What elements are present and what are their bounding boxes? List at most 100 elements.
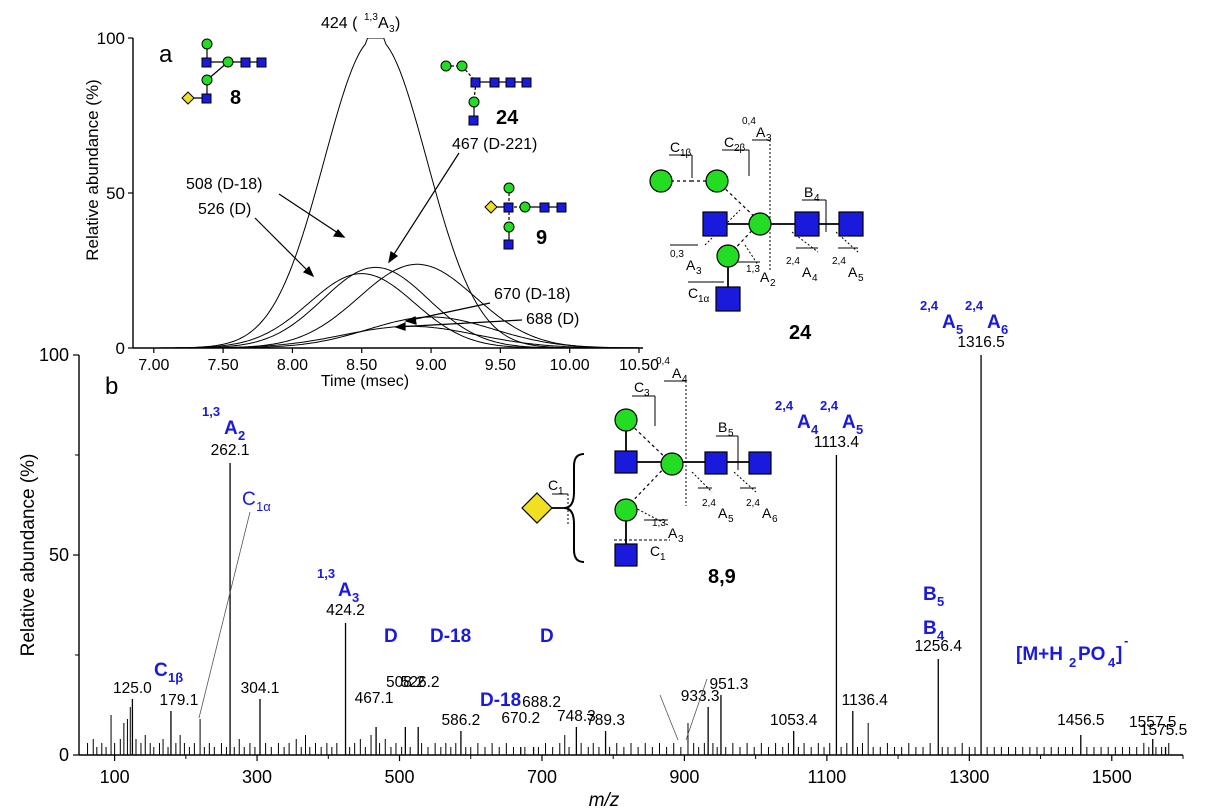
frag-a4-a5: 2,4 A 4 2,4 A 5 xyxy=(775,398,863,437)
glcnac-icon xyxy=(702,211,728,237)
frag-letter: A xyxy=(987,312,1001,333)
structure-label-9: 9 xyxy=(536,227,547,249)
glcnac-icon xyxy=(748,451,772,475)
arrow-670-head xyxy=(404,316,417,325)
x-tick-label-a: 8.00 xyxy=(277,357,308,374)
glcnac-icon xyxy=(521,77,532,88)
glcnac-icon xyxy=(539,202,550,213)
panel-b-letter: b xyxy=(105,373,118,400)
peak-label-262.1: 262.1 xyxy=(211,442,250,459)
frag-1-3-a3: 1,3 A 3 xyxy=(317,566,359,605)
peak-label-179.1: 179.1 xyxy=(160,692,199,709)
leader-d2 xyxy=(685,678,708,741)
x-axis-label-b: m/z xyxy=(589,790,620,811)
mannose-icon xyxy=(503,221,515,233)
frag-sub: 3 xyxy=(352,590,359,605)
frag-letter: C xyxy=(670,139,680,155)
frag-sub: 1 xyxy=(558,486,564,497)
arrow-688 xyxy=(395,319,523,328)
frag-letter: A xyxy=(760,269,770,285)
frag-sup: 2,4 xyxy=(786,256,800,267)
mannose-icon xyxy=(649,169,673,193)
frag-b5-b4: B 5 B 4 xyxy=(923,584,945,643)
peak-label-933.3: 933.3 xyxy=(681,688,720,705)
x-tick-label-a: 9.50 xyxy=(485,357,516,374)
frag-sub: 2β xyxy=(734,143,746,154)
peak-label-789.3: 789.3 xyxy=(586,712,625,729)
frag-sub: 2 xyxy=(238,428,245,443)
x-tick-label-a: 7.50 xyxy=(208,357,239,374)
glycan-structure-24-fragmentation: C 1β C 2β 0,4 A 3 B 4 0,3 A 3 1,3 A 2 2,… xyxy=(649,116,864,344)
arrow-467 xyxy=(388,152,460,263)
arrow-670 xyxy=(405,302,491,322)
ticks-b: 100 300 500 700 900 1100 1300 1500 0 50 100 xyxy=(39,345,1184,787)
frag-1-3-a2: 1,3 A 2 xyxy=(202,404,245,443)
label-508: 508 (D-18) xyxy=(186,176,262,193)
label-sup: 1,3 xyxy=(364,12,378,23)
panel-a-background xyxy=(133,34,643,350)
frag-sub: 5 xyxy=(858,273,864,284)
frag-text: PO xyxy=(1078,644,1105,665)
frag-sub: 3 xyxy=(644,388,650,399)
peak-label-467.1: 467.1 xyxy=(355,690,394,707)
fragment-labels-89: C 3 0,4 A 4 B 5 C 1 1,3 A 3 C 1 2,4 A 5 … xyxy=(548,356,778,563)
frag-sub: 4 xyxy=(1108,655,1116,670)
structure-label-24: 24 xyxy=(496,107,519,129)
mannose-icon xyxy=(716,244,740,268)
peak-label-951.3: 951.3 xyxy=(710,676,749,693)
brace-icon xyxy=(563,453,585,563)
frag-sub: 1β xyxy=(168,670,183,685)
frag-sup: 2,4 xyxy=(746,498,760,509)
panel-b-axes: 100 300 500 700 900 1100 1300 1500 0 50 100 xyxy=(39,345,1184,787)
frag-sub: 6 xyxy=(1001,322,1008,337)
frag-letter: A xyxy=(848,264,858,280)
y-tick-label-a: 0 xyxy=(116,339,125,358)
panel-a-letter: a xyxy=(159,41,173,68)
frag-letter: A xyxy=(672,365,682,381)
label-text: ) xyxy=(395,15,400,32)
frag-sup: 1,3 xyxy=(746,264,760,275)
frag-sub: 6 xyxy=(772,514,778,525)
fragment-labels-24: C 1β C 2β 0,4 A 3 B 4 0,3 A 3 1,3 A 2 2,… xyxy=(670,116,864,305)
label-526: 526 (D) xyxy=(198,201,251,218)
glcnac-icon xyxy=(794,211,820,237)
frag-letter: A xyxy=(668,525,678,541)
frag-c1b: C 1β xyxy=(154,660,183,685)
label-467: 467 (D-221) xyxy=(452,136,537,153)
frag-sup: 2,4 xyxy=(920,298,939,313)
cleavage-marks-24 xyxy=(669,139,859,283)
leader-d18b xyxy=(659,694,679,741)
x-axis-label-a: Time (msec) xyxy=(321,373,409,390)
arrow-526 xyxy=(254,217,314,277)
mannose-icon xyxy=(201,74,213,86)
peak-label-1136.4: 1136.4 xyxy=(842,692,889,709)
frag-sub: 4 xyxy=(811,422,819,437)
arrow-526-head xyxy=(302,265,315,278)
xylose-icon xyxy=(521,492,553,524)
glcnac-icon xyxy=(489,77,500,88)
curve-labels: 424 ( 1,3 A 3 ) 508 (D-18) 526 (D) 467 (… xyxy=(186,12,579,328)
frag-sub: 4 xyxy=(682,374,688,385)
frag-letter: A xyxy=(802,264,812,280)
frag-sub: 1α xyxy=(256,499,271,514)
glcnac-icon xyxy=(240,57,251,68)
frag-sub: 5 xyxy=(728,514,734,525)
frag-text: ] xyxy=(1116,644,1122,665)
x-tick-label-a: 10.00 xyxy=(550,357,590,374)
y-tick-label-b: 0 xyxy=(59,745,69,765)
frag-text: [M+H xyxy=(1016,644,1063,665)
frag-sup: 1,3 xyxy=(652,518,666,529)
frag-letter: A xyxy=(762,505,772,521)
panel-a-arrival-times: 7.00 7.50 8.00 8.50 9.00 9.50 10.00 10.50 0 50 100… xyxy=(83,12,659,390)
frag-sup: 1,3 xyxy=(317,566,335,581)
x-tick-label-b: 100 xyxy=(100,767,130,787)
glcnac-icon xyxy=(468,115,479,126)
frag-sub: 5 xyxy=(956,322,963,337)
peak-label-1456.5: 1456.5 xyxy=(1057,712,1104,729)
mannose-icon xyxy=(440,60,452,72)
glycan-structure-8: 8 xyxy=(181,38,267,109)
frag-sub: 5 xyxy=(856,422,863,437)
frag-d2: D xyxy=(540,626,554,647)
frag-sup: 1,3 xyxy=(202,404,220,419)
frag-letter: A xyxy=(756,124,766,140)
